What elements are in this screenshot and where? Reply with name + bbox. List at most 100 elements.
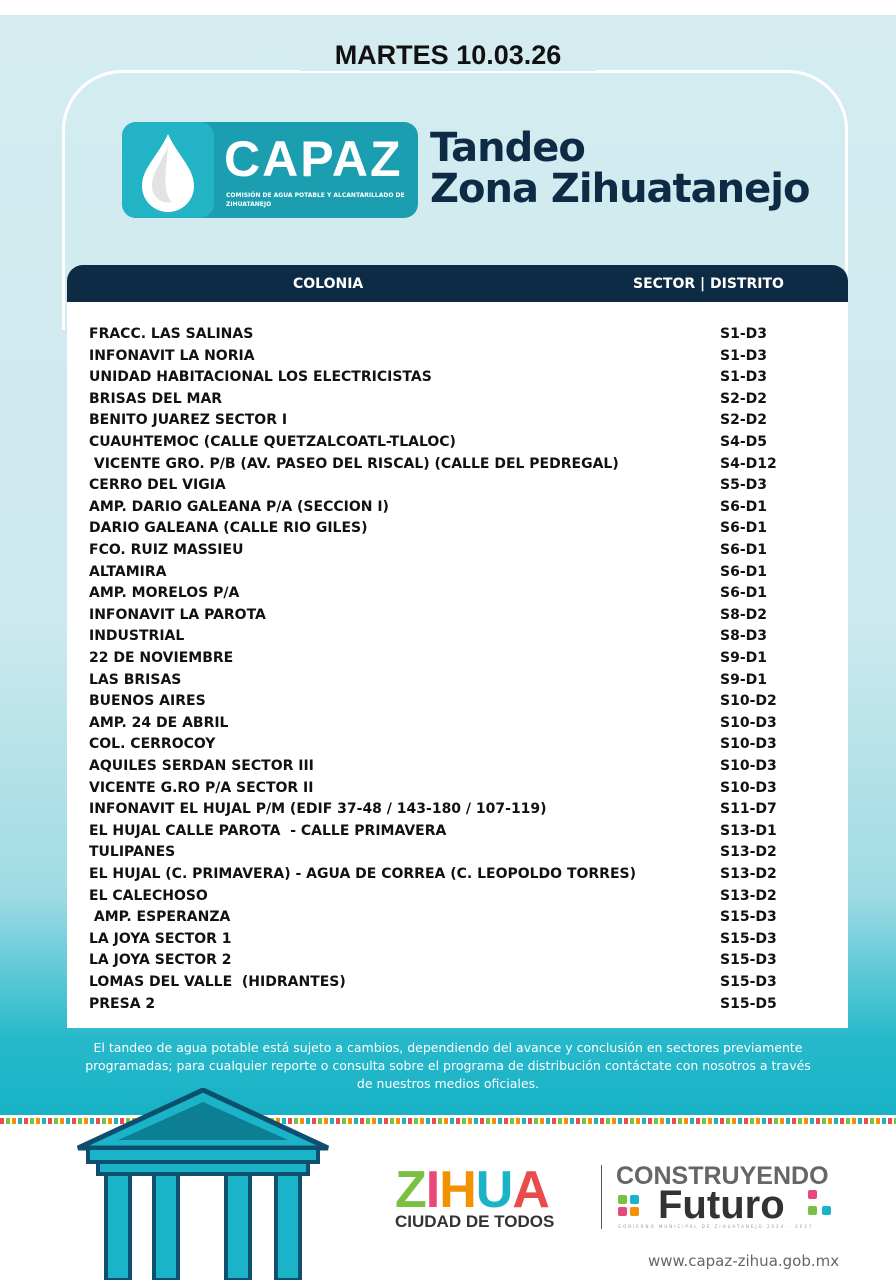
square-icon [630,1207,639,1216]
colonia-cell: BRISAS DEL MAR [89,390,223,407]
sector-cell: S9-D1 [720,650,767,666]
sector-cell: S2-D2 [720,412,767,429]
table-row: AQUILES SERDAN SECTOR III S10-D3 [89,758,829,780]
page-title: Tandeo Zona Zihuatanejo [430,125,810,212]
sector-cell: S15-D5 [720,995,777,1012]
table-row: EL HUJAL (C. PRIMAVERA) - AGUA DE CORREA… [89,866,829,888]
column-sector: SECTOR | DISTRITO [633,276,784,292]
sector-cell: S11-D7 [720,801,777,818]
colonia-cell: LA JOYA SECTOR 2 [89,952,232,969]
colonia-cell: DARIO GALEANA (CALLE RIO GILES) [89,520,368,537]
colonia-cell: COL. CERROCOY [89,736,216,753]
table-header: COLONIA SECTOR | DISTRITO [67,265,848,303]
table-row: COL. CERROCOY S10-D3 [89,736,829,758]
colonia-cell: AQUILES SERDAN SECTOR III [89,758,314,774]
disclaimer-note: El tandeo de agua potable está sujeto a … [85,1040,811,1091]
square-icon [618,1195,627,1204]
table-row: VICENTE G.RO P/A SECTOR II S10-D3 [89,780,829,802]
colonia-cell: BENITO JUAREZ SECTOR I [89,412,288,429]
sector-cell: S4-D12 [720,455,777,472]
capaz-logo: CAPAZ COMISIÓN DE AGUA POTABLE Y ALCANTA… [122,122,418,218]
sector-cell: S4-D5 [720,434,767,450]
sector-cell: S10-D3 [720,714,777,731]
gobierno-text: GOBIERNO MUNICIPAL DE ZIHUATANEJO 2024 -… [618,1224,814,1229]
colonia-cell: INFONAVIT LA PAROTA [89,606,266,623]
sector-cell: S13-D2 [720,866,777,882]
colonia-cell: PRESA 2 [89,995,156,1012]
colonia-cell: ALTAMIRA [89,563,167,580]
colonia-cell: INFONAVIT LA NORIA [89,347,255,364]
futuro-text: Futuro [658,1183,785,1227]
table-row: FCO. RUIZ MASSIEU S6-D1 [89,542,829,564]
colonia-cell: EL CALECHOSO [89,887,208,904]
zihua-letter: A [512,1161,550,1219]
sector-cell: S13-D2 [720,844,777,861]
table-row: AMP. ESPERANZA S15-D3 [89,909,829,931]
sector-cell: S2-D2 [720,390,767,407]
table-row: FRACC. LAS SALINAS S1-D3 [89,326,829,348]
decorative-frame [62,70,848,330]
column-colonia: COLONIA [293,276,364,292]
title-line-2: Zona Zihuatanejo [430,166,810,212]
sector-cell: S6-D1 [720,498,767,515]
sector-cell: S8-D3 [720,628,767,645]
table-row: LAS BRISAS S9-D1 [89,672,829,694]
title-line-1: Tandeo [430,125,586,171]
zihua-logo: ZIHUA [395,1160,550,1220]
sector-cell: S10-D2 [720,693,777,710]
table-row: 22 DE NOVIEMBRE S9-D1 [89,650,829,672]
colonia-cell: FRACC. LAS SALINAS [89,326,254,342]
colonia-cell: AMP. 24 DE ABRIL [89,714,229,731]
divider [601,1165,602,1229]
sector-cell: S15-D3 [720,909,777,926]
construyendo-text: CONSTRUYENDO [616,1162,829,1190]
square-icon [808,1206,817,1215]
table-row: TULIPANES S13-D2 [89,844,829,866]
sector-cell: S1-D3 [720,326,767,342]
sector-cell: S6-D1 [720,542,767,558]
date-heading: MARTES 10.03.26 [300,40,596,71]
colonia-cell: 22 DE NOVIEMBRE [89,650,234,666]
table-row: AMP. DARIO GALEANA P/A (SECCION I) S6-D1 [89,499,829,521]
sector-cell: S15-D3 [720,930,777,947]
zihua-letter: I [425,1161,440,1219]
table-row: VICENTE GRO. P/B (AV. PASEO DEL RISCAL) … [89,456,829,478]
colonia-cell: EL HUJAL (C. PRIMAVERA) - AGUA DE CORREA… [89,866,637,882]
zihua-letter: Z [395,1161,427,1219]
table-row: DARIO GALEANA (CALLE RIO GILES) S6-D1 [89,520,829,542]
colonia-cell: FCO. RUIZ MASSIEU [89,542,244,558]
ciudad-de-todos: CIUDAD DE TODOS [395,1212,555,1231]
sector-cell: S1-D3 [720,369,767,386]
logo-subtitle: COMISIÓN DE AGUA POTABLE Y ALCANTARILLAD… [226,192,405,208]
sector-cell: S6-D1 [720,563,767,580]
table-row: PRESA 2 S15-D5 [89,996,829,1018]
website-link[interactable]: www.capaz-zihua.gob.mx [648,1252,840,1270]
colonia-cell: CERRO DEL VIGIA [89,477,226,494]
table-row: INFONAVIT EL HUJAL P/M (EDIF 37-48 / 143… [89,801,829,823]
sector-cell: S13-D2 [720,887,777,904]
sector-cell: S15-D3 [720,952,777,969]
sector-cell: S13-D1 [720,822,777,839]
table-row: LOMAS DEL VALLE (HIDRANTES) S15-D3 [89,974,829,996]
table-row: BUENOS AIRES S10-D2 [89,693,829,715]
colonia-cell: EL HUJAL CALLE PAROTA - CALLE PRIMAVERA [89,822,447,839]
colonia-cell: AMP. ESPERANZA [89,909,231,926]
colonia-cell: TULIPANES [89,844,176,861]
table-row: BENITO JUAREZ SECTOR I S2-D2 [89,412,829,434]
sector-cell: S6-D1 [720,585,767,602]
colonia-cell: CUAUHTEMOC (CALLE QUETZALCOATL-TLALOC) [89,434,456,450]
sector-cell: S8-D2 [720,606,767,623]
colonia-cell: INFONAVIT EL HUJAL P/M (EDIF 37-48 / 143… [89,801,547,818]
sector-cell: S1-D3 [720,347,767,364]
colonia-cell: LAS BRISAS [89,671,182,688]
table-row: BRISAS DEL MAR S2-D2 [89,391,829,413]
sector-cell: S9-D1 [720,671,767,688]
table-row: EL CALECHOSO S13-D2 [89,888,829,910]
table-row: AMP. 24 DE ABRIL S10-D3 [89,715,829,737]
sector-cell: S6-D1 [720,520,767,537]
colonia-cell: AMP. DARIO GALEANA P/A (SECCION I) [89,498,389,515]
table-row: LA JOYA SECTOR 2 S15-D3 [89,952,829,974]
sector-cell: S15-D3 [720,974,777,990]
building-icon [76,1088,330,1280]
square-icon [630,1195,639,1204]
